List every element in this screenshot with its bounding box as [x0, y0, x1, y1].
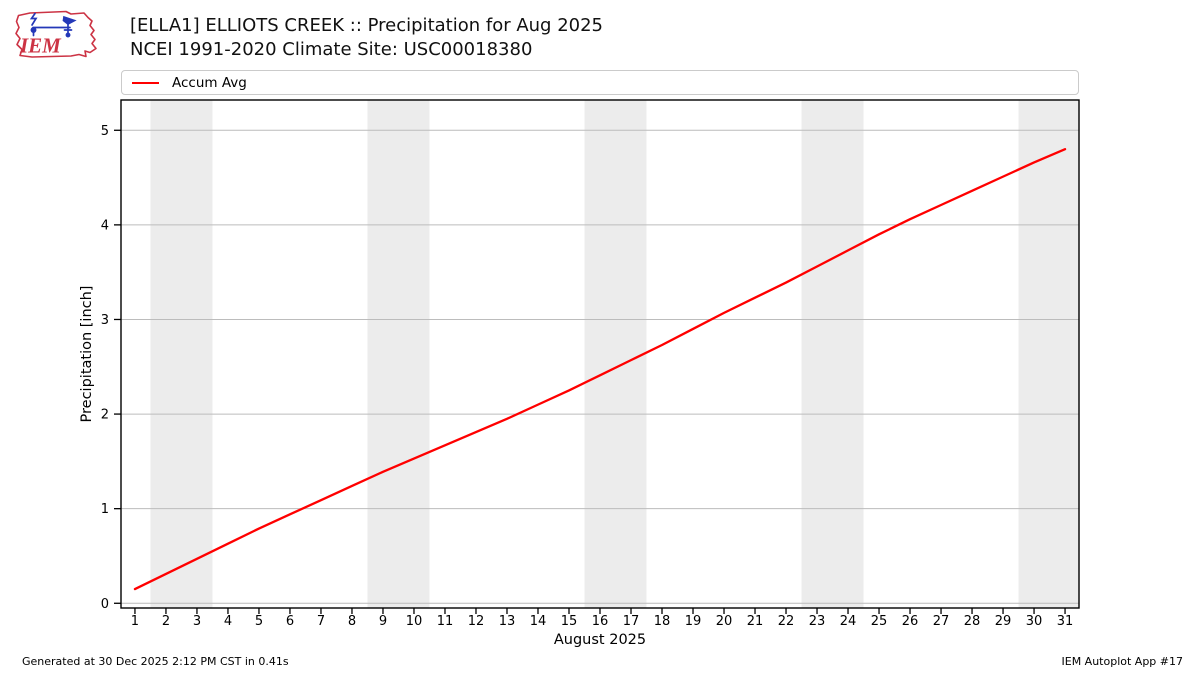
x-tick-label: 6	[286, 614, 294, 629]
y-tick-label: 0	[101, 597, 109, 612]
x-tick-label: 19	[685, 614, 702, 629]
legend-line-swatch	[132, 81, 159, 84]
x-tick-label: 25	[871, 614, 888, 629]
x-tick-label: 29	[995, 614, 1012, 629]
y-tick-label: 1	[101, 502, 109, 517]
x-tick-label: 15	[561, 614, 578, 629]
weekend-band	[367, 100, 430, 608]
x-tick-label: 28	[964, 614, 981, 629]
y-tick-label: 2	[101, 408, 109, 423]
weekend-band	[584, 100, 647, 608]
weather-station-icon	[29, 12, 77, 38]
weekend-band	[801, 100, 864, 608]
plot-border	[120, 99, 1080, 609]
app-credit: IEM Autoplot App #17	[1061, 655, 1184, 668]
y-axis-label: Precipitation [inch]	[79, 285, 95, 423]
x-tick-label: 5	[255, 614, 263, 629]
x-tick-label: 7	[317, 614, 325, 629]
x-axis-label: August 2025	[553, 632, 647, 648]
x-tick-label: 9	[379, 614, 387, 629]
x-tick-label: 22	[778, 614, 795, 629]
x-tick-label: 17	[623, 614, 640, 629]
x-tick-label: 23	[809, 614, 826, 629]
x-tick-label: 21	[747, 614, 764, 629]
y-tick-label: 4	[101, 218, 109, 233]
y-tick-label: 5	[101, 124, 109, 139]
weekend-band	[1018, 100, 1079, 608]
x-tick-label: 18	[654, 614, 671, 629]
chart-title: [ELLA1] ELLIOTS CREEK :: Precipitation f…	[130, 15, 604, 36]
x-tick-label: 30	[1026, 614, 1043, 629]
weekend-band	[150, 100, 213, 608]
x-tick-label: 2	[162, 614, 170, 629]
x-tick-label: 10	[406, 614, 423, 629]
generated-timestamp: Generated at 30 Dec 2025 2:12 PM CST in …	[22, 655, 289, 668]
x-tick-label: 11	[437, 614, 454, 629]
chart-subtitle: NCEI 1991-2020 Climate Site: USC00018380	[130, 38, 533, 60]
x-tick-label: 3	[193, 614, 201, 629]
iem-logo-text: IEM	[19, 34, 62, 58]
x-tick-label: 20	[716, 614, 733, 629]
chart-titles: [ELLA1] ELLIOTS CREEK :: Precipitation f…	[130, 14, 603, 61]
x-tick-label: 14	[530, 614, 547, 629]
x-tick-label: 13	[499, 614, 516, 629]
accum-avg-line	[133, 148, 1067, 591]
x-tick-label: 12	[468, 614, 485, 629]
x-tick-label: 4	[224, 614, 232, 629]
x-tick-label: 27	[933, 614, 950, 629]
x-tick-label: 26	[902, 614, 919, 629]
legend: Accum Avg	[121, 70, 1079, 95]
x-tick-label: 1	[131, 614, 139, 629]
y-tick-label: 3	[101, 313, 109, 328]
x-tick-label: 24	[840, 614, 857, 629]
iowa-outline-icon	[15, 10, 97, 58]
iem-logo: IEM	[15, 10, 97, 58]
legend-label: Accum Avg	[172, 74, 247, 91]
x-tick-label: 16	[592, 614, 609, 629]
x-tick-label: 8	[348, 614, 356, 629]
x-tick-label: 31	[1057, 614, 1074, 629]
